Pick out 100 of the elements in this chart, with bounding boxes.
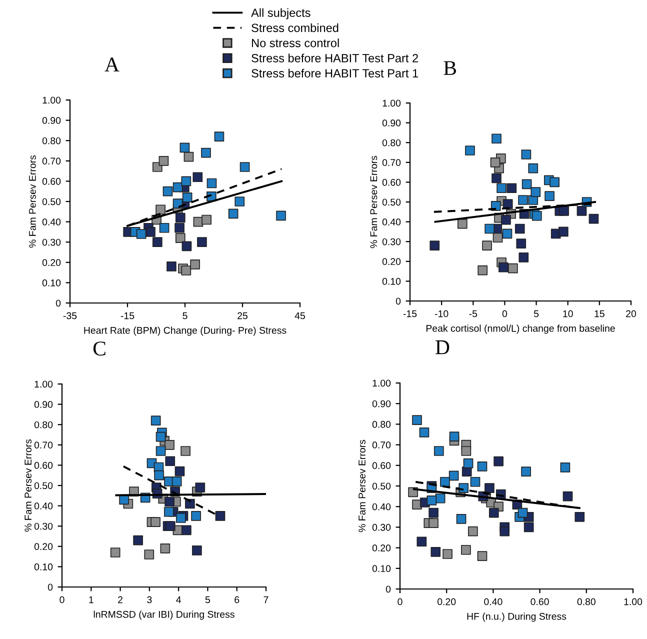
point: [490, 157, 500, 168]
y-tick-label: 0.70: [42, 158, 61, 165]
x-tick-label: 0.20: [438, 598, 456, 606]
point: [521, 150, 532, 160]
y-tick-label: 0.30: [372, 524, 391, 531]
point: [182, 525, 192, 536]
point: [494, 456, 504, 466]
chart-title: D: [436, 340, 450, 354]
point: [482, 240, 492, 250]
point: [162, 186, 173, 196]
point: [192, 546, 202, 556]
point: [154, 470, 164, 480]
point: [176, 513, 186, 523]
y-tick-label: 1.00: [372, 380, 391, 387]
point: [428, 508, 438, 518]
x-tick-label: 0.80: [577, 598, 596, 606]
point: [448, 470, 459, 481]
point: [478, 265, 488, 276]
y-tick-label: 0.20: [372, 544, 391, 552]
point: [160, 544, 170, 554]
x-tick-label: 6: [234, 596, 240, 604]
y-tick-label: 0.10: [42, 279, 61, 286]
point: [165, 521, 176, 532]
point: [502, 199, 513, 209]
point: [477, 551, 488, 561]
point: [181, 266, 192, 276]
y-tick-label: 0.70: [34, 442, 53, 449]
legend-label: No stress control: [252, 38, 339, 48]
point: [470, 476, 480, 487]
y-tick-label: 0: [56, 300, 61, 307]
point: [181, 176, 192, 186]
x-tick-label: 4: [176, 596, 181, 604]
point: [501, 214, 511, 225]
x-tick-label: 10: [563, 310, 573, 318]
point: [449, 432, 460, 442]
y-tick-label: 0.50: [372, 482, 391, 490]
point: [560, 462, 570, 472]
point: [240, 162, 250, 172]
point: [544, 191, 554, 201]
y-tick-label: 0.20: [382, 258, 401, 266]
y-tick-label: 0.70: [372, 442, 391, 448]
x-tick-label: 3: [147, 596, 152, 604]
x-axis-title: Peak cortisol (nmol/L) change from baseline: [426, 324, 615, 334]
x-tick-label: -10: [434, 310, 448, 318]
point: [524, 522, 534, 532]
point: [522, 179, 532, 190]
point: [500, 526, 510, 536]
y-tick-label: 0.90: [372, 400, 391, 408]
point: [518, 252, 529, 262]
chart-title: A: [104, 58, 120, 72]
point: [492, 134, 502, 144]
point: [156, 432, 166, 442]
point: [461, 446, 472, 456]
y-tick-label: 0.80: [42, 137, 61, 144]
point: [528, 163, 538, 174]
point: [133, 535, 143, 546]
y-tick-label: 0.30: [34, 522, 53, 530]
x-tick-label: 7: [264, 596, 268, 604]
x-tick-label: 5: [182, 312, 188, 320]
x-tick-label: 45: [294, 312, 305, 320]
point: [136, 229, 146, 239]
y-tick-label: 0.50: [34, 482, 53, 490]
point: [484, 483, 494, 493]
point: [152, 237, 162, 248]
y-tick-label: 0.90: [42, 117, 61, 124]
point: [215, 511, 226, 521]
legend-label: Stress before HABIT Test Part 1: [252, 68, 418, 78]
y-tick-label: 0: [48, 584, 53, 591]
legend-label: All subjects: [251, 8, 310, 20]
chart-title: C: [93, 342, 106, 356]
point: [174, 466, 185, 476]
point: [562, 491, 573, 502]
point: [150, 416, 161, 426]
point: [440, 476, 450, 487]
y-tick-label: 0.40: [34, 502, 53, 510]
point: [518, 195, 528, 205]
point: [214, 132, 224, 142]
point: [516, 238, 526, 248]
y-tick-label: 1.00: [382, 100, 401, 107]
x-tick-label: -35: [63, 312, 77, 320]
legend-label: Stress combined: [252, 23, 338, 32]
point: [559, 206, 569, 216]
point: [426, 496, 437, 506]
x-axis-title: HF (n.u.) During Stress: [467, 612, 566, 622]
point: [435, 493, 446, 504]
x-axis-title: Heart Rate (BPM) Change (During- Pre) Stress: [84, 326, 286, 336]
x-tick-label: 5: [205, 596, 210, 604]
y-tick-label: 0.10: [34, 563, 53, 570]
point: [175, 212, 186, 223]
point: [419, 428, 430, 438]
point: [521, 466, 531, 476]
point: [430, 240, 440, 250]
point: [150, 517, 160, 527]
y-tick-label: 0.10: [372, 565, 391, 572]
y-tick-label: 0.60: [372, 462, 391, 470]
point: [488, 508, 499, 518]
point: [164, 440, 174, 450]
point: [574, 512, 585, 522]
y-tick-label: 0.80: [372, 420, 391, 428]
point: [496, 183, 506, 194]
